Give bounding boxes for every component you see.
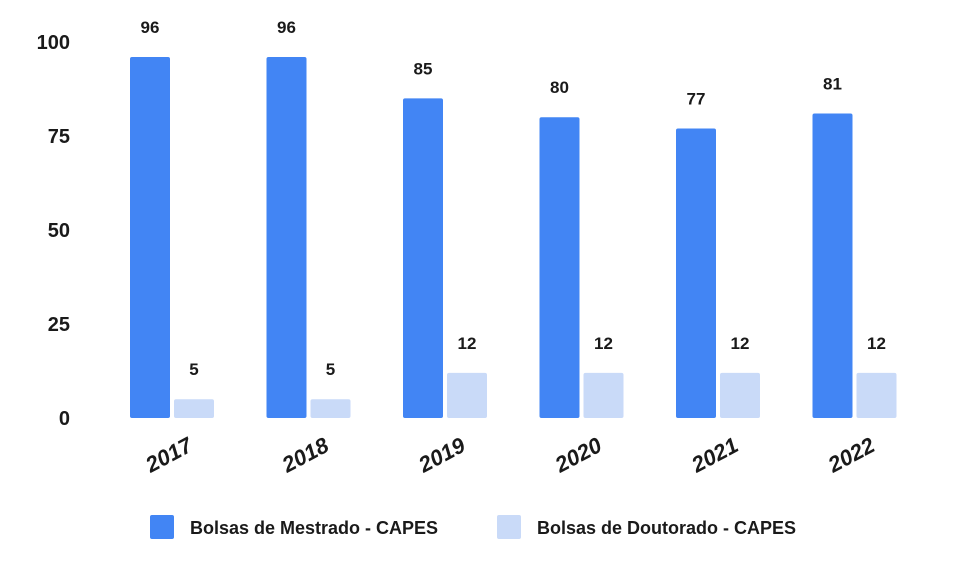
- data-label-2018-series-0: 96: [277, 18, 296, 37]
- data-label-2019-series-1: 12: [458, 334, 477, 353]
- legend: Bolsas de Mestrado - CAPES Bolsas de Dout…: [150, 515, 796, 539]
- y-axis: 0 25 50 75 100: [37, 32, 70, 430]
- x-tick-label-2019: 2019: [414, 432, 471, 478]
- x-tick-label-2020: 2020: [550, 432, 607, 478]
- legend-swatch-1: [497, 515, 521, 539]
- y-tick-label-0: 0: [59, 408, 70, 430]
- y-tick-label-2: 50: [48, 220, 70, 242]
- x-tick-label-2022: 2022: [823, 432, 880, 478]
- legend-label-1: Bolsas de Doutorado - CAPES: [537, 518, 796, 538]
- bar-2018-series-1: [310, 399, 351, 418]
- data-labels: 96 5 96 5 85 12 80 12 77 12 81 12: [141, 18, 886, 379]
- bar-2020-series-0: [539, 117, 580, 418]
- data-label-2018-series-1: 5: [326, 360, 335, 379]
- legend-swatch-0: [150, 515, 174, 539]
- data-label-2022-series-0: 81: [823, 74, 842, 93]
- x-tick-label-2021: 2021: [687, 432, 743, 478]
- bar-2017-series-0: [130, 57, 170, 418]
- data-label-2020-series-1: 12: [594, 334, 613, 353]
- data-label-2020-series-0: 80: [550, 78, 569, 97]
- y-tick-label-1: 25: [48, 314, 70, 336]
- data-label-2022-series-1: 12: [867, 334, 886, 353]
- bar-2022-series-0: [812, 113, 853, 418]
- x-axis: 2017 2018 2019 2020 2021 2022: [141, 432, 880, 478]
- data-label-2017-series-1: 5: [189, 360, 198, 379]
- bar-2019-series-0: [403, 98, 443, 419]
- x-tick-label-2018: 2018: [277, 432, 334, 478]
- bar-2019-series-1: [447, 372, 487, 418]
- bar-2022-series-1: [856, 372, 897, 418]
- data-label-2019-series-0: 85: [414, 59, 433, 78]
- data-label-2017-series-0: 96: [141, 18, 160, 37]
- y-tick-label-3: 75: [48, 126, 70, 148]
- bar-2017-series-1: [174, 399, 214, 418]
- legend-label-0: Bolsas de Mestrado - CAPES: [190, 518, 438, 538]
- bars: [130, 57, 897, 419]
- bar-2018-series-0: [266, 57, 307, 418]
- x-tick-label-2017: 2017: [141, 432, 198, 478]
- bar-2021-series-1: [720, 372, 760, 418]
- data-label-2021-series-0: 77: [687, 89, 706, 108]
- data-label-2021-series-1: 12: [731, 334, 750, 353]
- bar-2020-series-1: [583, 372, 624, 418]
- bar-2021-series-0: [676, 128, 716, 419]
- y-tick-label-4: 100: [37, 32, 70, 54]
